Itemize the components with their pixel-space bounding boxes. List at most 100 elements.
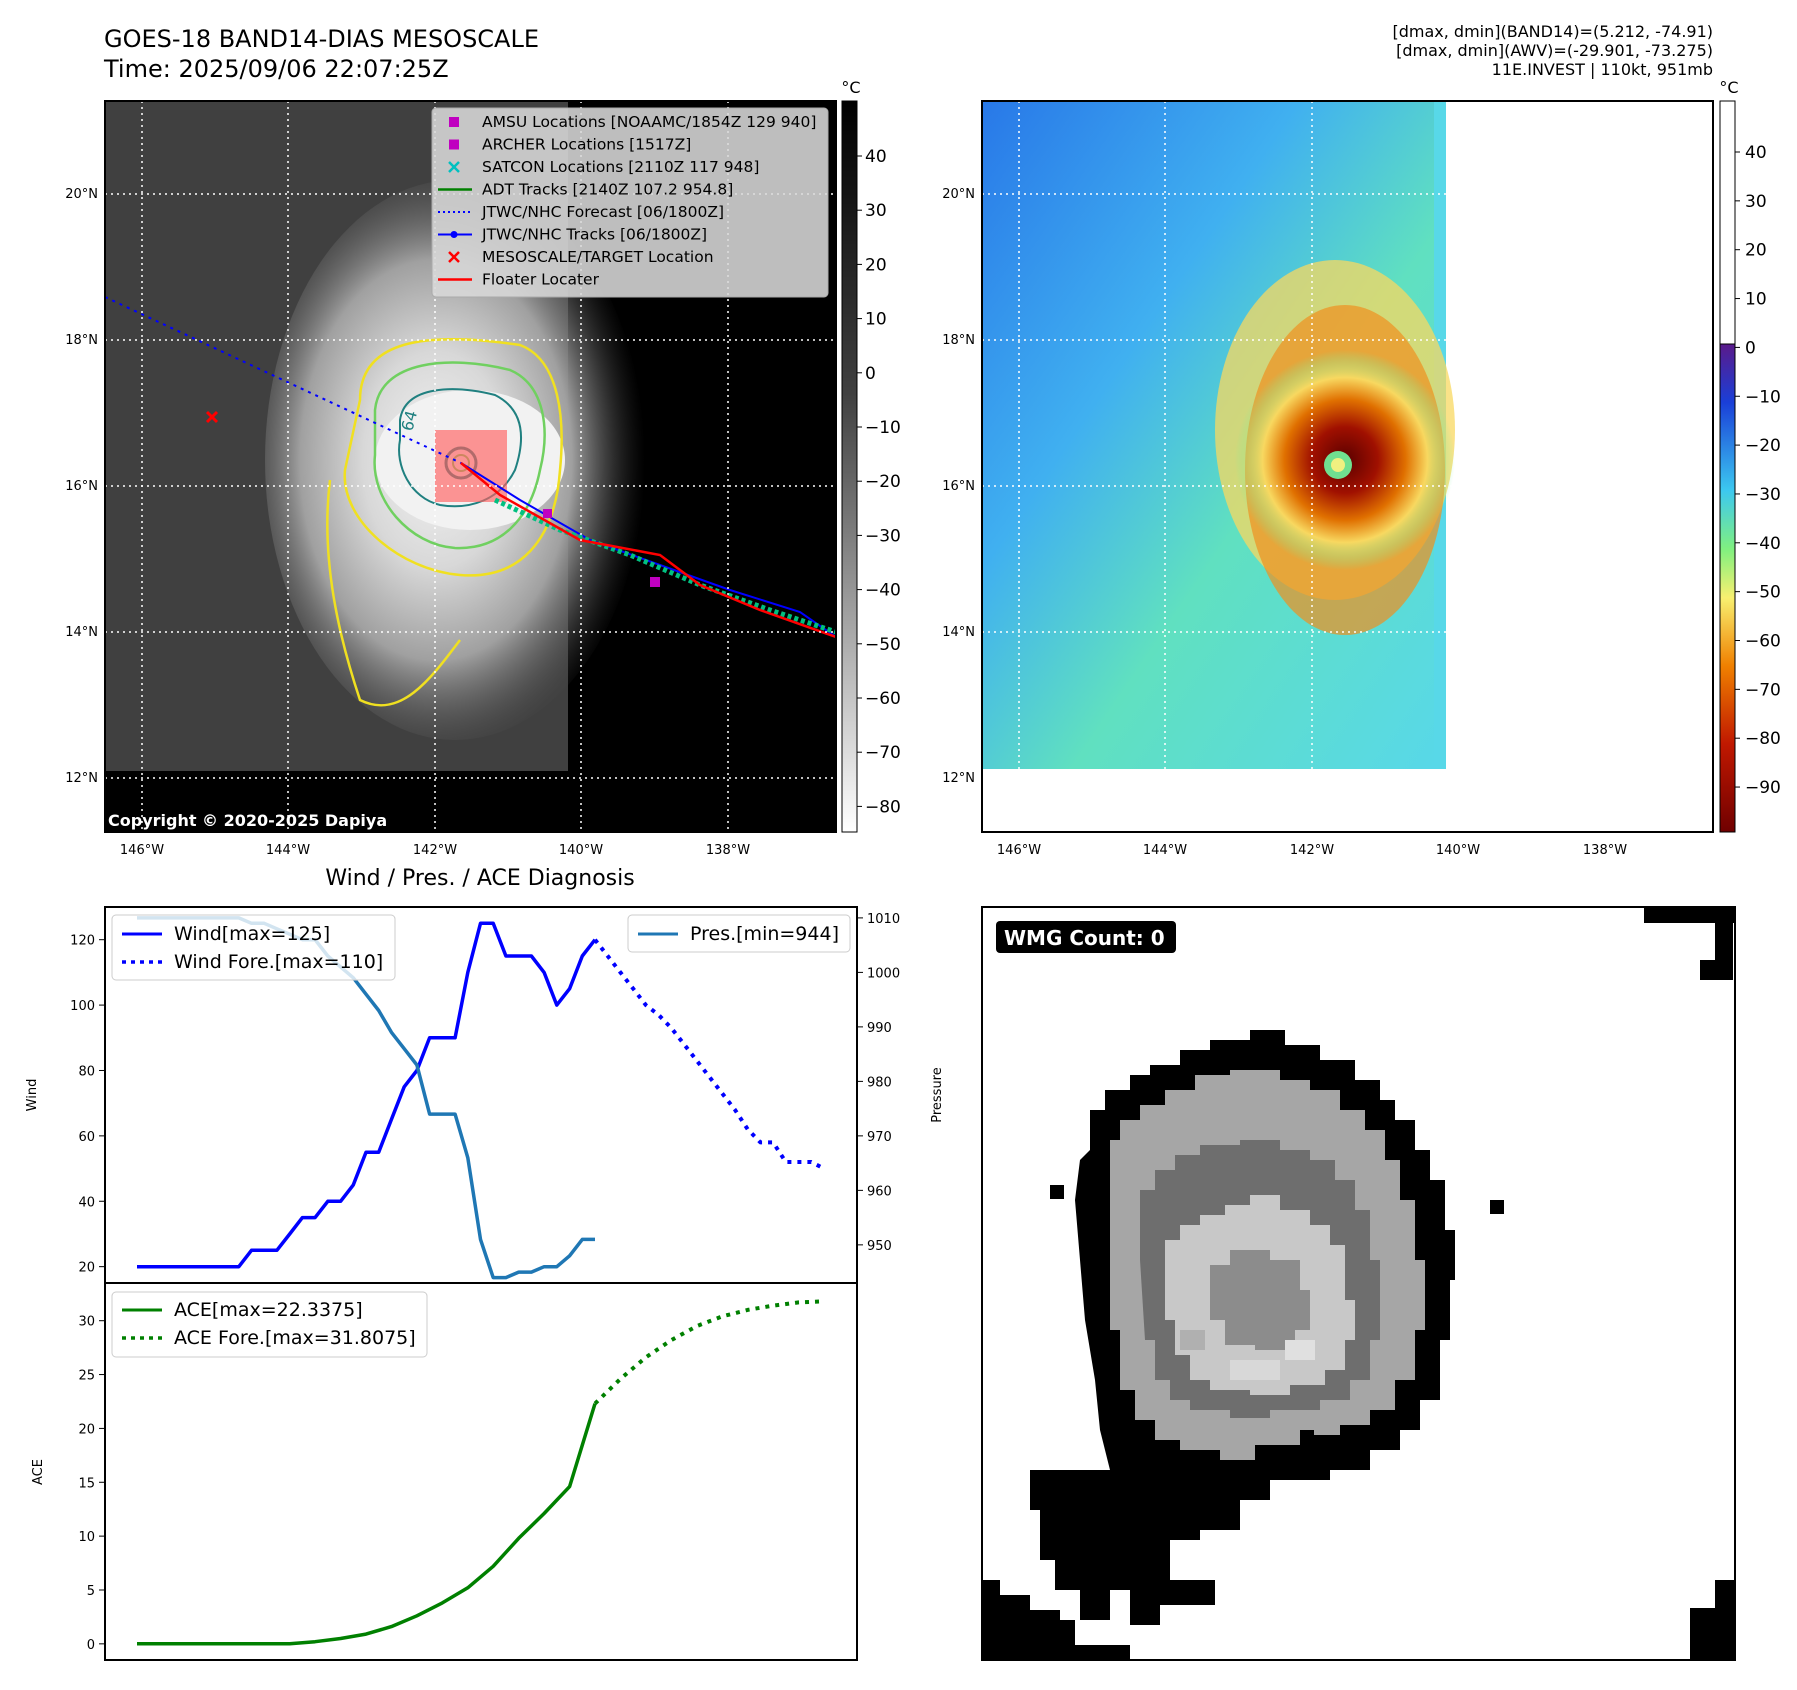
ace-fore-legend-label: ACE Fore.[max=31.8075] <box>174 1327 416 1349</box>
ir-colorbar-tick-label: 40 <box>865 147 887 167</box>
wind-series-0 <box>137 921 597 1269</box>
wmg-speck <box>1490 1200 1504 1214</box>
awv-colorbar-tick-label: −80 <box>1745 729 1781 749</box>
ir-map-panel: 64 <box>65 78 901 858</box>
awv-lat-label: 12°N <box>942 771 975 786</box>
best-track <box>460 462 836 638</box>
wmg-eye-pixel <box>1180 1330 1205 1350</box>
awv-lon-label: 146°W <box>997 843 1041 858</box>
awv-colorbar-unit: °C <box>1719 78 1738 97</box>
ir-frame <box>104 100 837 833</box>
legend-item-label: MESOSCALE/TARGET Location <box>482 248 714 266</box>
legend-marker-dot <box>450 231 458 238</box>
ir-lon-labels: 146°W 144°W 142°W 140°W 138°W <box>120 843 750 858</box>
wmg-corner-patch <box>1644 908 1735 923</box>
wmg-corner-patch <box>1700 960 1730 980</box>
legend-marker-x <box>448 251 460 263</box>
legend-marker-x <box>448 161 460 173</box>
archer-marker <box>543 509 552 518</box>
wmg-eye-pixel <box>1230 1360 1280 1380</box>
pressure-tick-label: 950 <box>867 1239 892 1254</box>
ace-tick-label: 10 <box>78 1530 95 1545</box>
diagnosis-title: Wind / Pres. / ACE Diagnosis <box>325 866 634 891</box>
ir-colorbar-tick-label: −40 <box>865 581 901 601</box>
awv-frame <box>981 100 1714 833</box>
awv-colorbar-tick-label: 40 <box>1745 143 1767 163</box>
awv-lon-labels: 146°W 144°W 142°W 140°W 138°W <box>997 843 1627 858</box>
wmg-eye-pixel <box>1285 1340 1315 1360</box>
ace-tick-label: 0 <box>87 1638 95 1653</box>
awv-colorbar-tick-label: 20 <box>1745 241 1767 261</box>
legend-marker-square <box>449 139 459 150</box>
ir-colorbar-bar <box>841 100 858 833</box>
wind-tick-label: 60 <box>78 1130 95 1145</box>
awv-colorbar-tick-label: −50 <box>1745 583 1781 603</box>
awv-eye-center <box>1331 458 1345 472</box>
ir-lon-label: 142°W <box>413 843 457 858</box>
wind-legend-box <box>111 914 396 981</box>
contour-green <box>373 361 546 550</box>
legend-item-label: JTWC/NHC Forecast [06/1800Z] <box>481 203 724 221</box>
wmg-eye-center <box>1210 1250 1310 1350</box>
ir-colorbar-tick-label: −50 <box>865 635 901 655</box>
awv-map-panel: 20°N 18°N 16°N 14°N 12°N 146°W 144°W 142… <box>942 78 1781 858</box>
ace-ylabel: ACE <box>31 1459 46 1485</box>
awv-lon-label: 142°W <box>1290 843 1334 858</box>
ir-colorbar-tick-label: −30 <box>865 526 901 546</box>
pressure-legend-box <box>627 914 851 953</box>
ace-series-1 <box>593 1299 825 1406</box>
ir-colorbar-tick-label: −80 <box>865 797 901 817</box>
wmg-count-badge <box>996 921 1176 953</box>
pressure-tick-label: 990 <box>867 1021 892 1036</box>
wmg-speck <box>1050 1185 1064 1199</box>
contour-yellow <box>343 337 563 577</box>
awv-colorbar-tick-label: −10 <box>1745 387 1781 407</box>
ace-legend-box <box>111 1291 428 1358</box>
wind-legend: Wind[max=125] Wind Fore.[max=110] <box>111 914 396 981</box>
ace-tick-label: 30 <box>78 1315 95 1330</box>
satcon-points <box>493 497 836 635</box>
ir-colorbar-unit: °C <box>841 78 860 97</box>
wmg-corner-patch <box>1690 1580 1735 1660</box>
awv-lat-label: 18°N <box>942 333 975 348</box>
title-line-1: GOES-18 BAND14-DIAS MESOSCALE <box>104 25 540 53</box>
awv-lon-label: 144°W <box>1143 843 1187 858</box>
stats-line-2: [dmax, dmin](AWV)=(-29.901, -73.275) <box>1396 41 1713 60</box>
ir-colorbar-tick-label: −20 <box>865 472 901 492</box>
contour-yellow-band <box>326 479 461 707</box>
legend-marker-square <box>449 117 459 127</box>
awv-colorbar-tick-label: −20 <box>1745 436 1781 456</box>
ir-colorbar-tick-label: 20 <box>865 255 887 275</box>
awv-colorbar-white <box>1719 100 1736 345</box>
awv-colorbar: °C 40 30 20 10 0 −10 −20 −30 −40 −50 −60 −70 −80 −90 <box>1719 78 1781 833</box>
ir-lat-label: 16°N <box>65 479 98 494</box>
ir-colorbar-tick-label: 10 <box>865 310 887 330</box>
figure-stats: [dmax, dmin](BAND14)=(5.212, -74.91) [dm… <box>1393 22 1714 79</box>
ace-series-0 <box>137 1403 597 1646</box>
wmg-corner-patch <box>983 1580 1130 1660</box>
legend-box <box>431 107 829 298</box>
copyright-text: Copyright © 2020-2025 Dapiya <box>108 811 387 830</box>
awv-lat-label: 16°N <box>942 479 975 494</box>
ace-tick-label: 15 <box>78 1476 95 1491</box>
ir-colorbar: °C 40 30 20 10 0 −10 −20 −30 −40 −50 −60 −70 −80 <box>841 78 901 833</box>
legend-item-label: ARCHER Locations [1517Z] <box>482 136 691 154</box>
target-x-marker <box>205 410 219 424</box>
title-line-2: Time: 2025/09/06 22:07:25Z <box>104 55 449 83</box>
wmg-panel: WMG Count: 0 <box>981 906 1736 1661</box>
awv-lat-labels: 20°N 18°N 16°N 14°N 12°N <box>942 187 975 786</box>
ace-tick-label: 25 <box>78 1369 95 1384</box>
awv-colorbar-tick-label: 30 <box>1745 192 1767 212</box>
awv-grid <box>982 101 1713 832</box>
wind-tick-label: 100 <box>70 999 95 1014</box>
wind-legend-label: Wind[max=125] <box>174 923 330 945</box>
legend-item-label: Floater Locater <box>482 271 600 289</box>
wind-fore-legend-label: Wind Fore.[max=110] <box>174 951 383 973</box>
ir-lon-label: 144°W <box>266 843 310 858</box>
pressure-tick-label: 960 <box>867 1184 892 1199</box>
awv-colorbar-color <box>1719 343 1736 833</box>
ir-colorbar-tick-label: −60 <box>865 689 901 709</box>
pressure-legend: Pres.[min=944] <box>627 914 851 953</box>
awv-colorbar-tick-label: −60 <box>1745 632 1781 652</box>
